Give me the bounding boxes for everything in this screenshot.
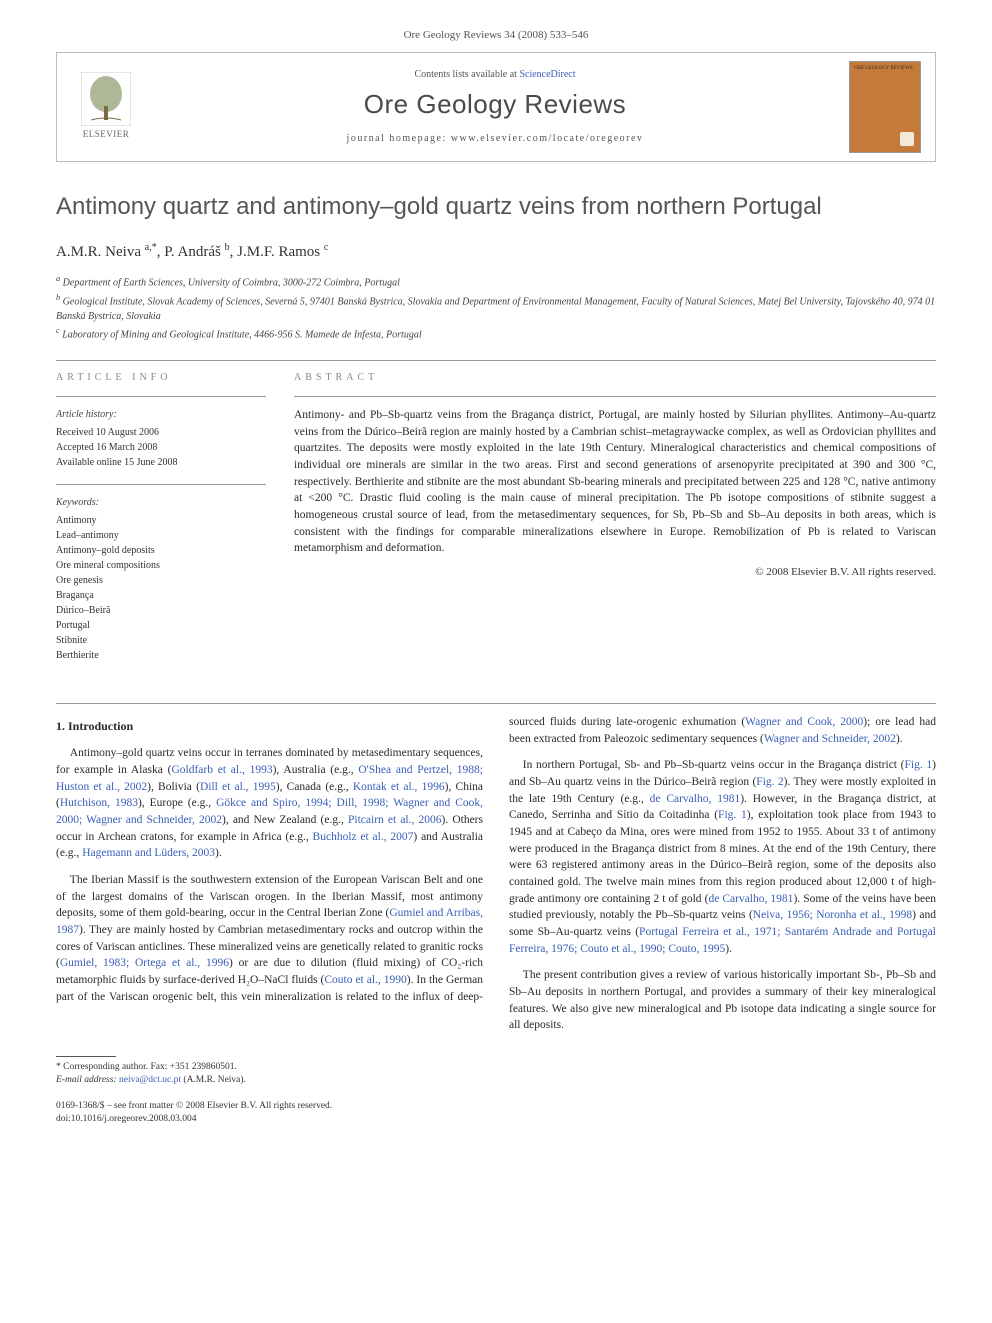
- body-paragraph: Antimony–gold quartz veins occur in terr…: [56, 745, 483, 862]
- email-attribution: (A.M.R. Neiva).: [183, 1075, 246, 1085]
- keyword: Stibnite: [56, 633, 266, 648]
- issn-copyright-line: 0169-1368/$ – see front matter © 2008 El…: [56, 1100, 936, 1113]
- citation-link[interactable]: de Carvalho, 1981: [708, 893, 793, 905]
- journal-masthead: ELSEVIER Contents lists available at Sci…: [56, 52, 936, 162]
- email-label: E-mail address:: [56, 1075, 117, 1085]
- citation-link[interactable]: Buchholz et al., 2007: [313, 831, 414, 843]
- citation-link[interactable]: Wagner and Schneider, 2002: [764, 733, 896, 745]
- elsevier-tree-icon: [81, 72, 131, 126]
- journal-cover-thumbnail: ORE GEOLOGY REVIEWS: [849, 61, 921, 153]
- citation-link[interactable]: Couto et al., 1990: [324, 974, 406, 986]
- contents-prefix: Contents lists available at: [414, 69, 519, 80]
- divider: [56, 484, 266, 485]
- footnote-rule: [56, 1056, 116, 1057]
- keywords-label: Keywords:: [56, 495, 266, 510]
- citation-link[interactable]: Gumiel, 1983; Ortega et al., 1996: [60, 957, 229, 969]
- history-label: Article history:: [56, 407, 266, 422]
- keyword: Dúrico–Beirã: [56, 603, 266, 618]
- history-line: Accepted 16 March 2008: [56, 440, 266, 455]
- author-list: A.M.R. Neiva a,*, P. Andráš b, J.M.F. Ra…: [56, 241, 936, 264]
- contents-available-line: Contents lists available at ScienceDirec…: [141, 68, 849, 83]
- citation-link[interactable]: Hagemann and Lüders, 2003: [82, 847, 215, 859]
- keyword: Antimony–gold deposits: [56, 543, 266, 558]
- keyword: Ore genesis: [56, 573, 266, 588]
- affiliations: a Department of Earth Sciences, Universi…: [56, 273, 936, 342]
- email-link[interactable]: neiva@dct.uc.pt: [119, 1075, 181, 1085]
- divider: [294, 396, 936, 397]
- keyword: Ore mineral compositions: [56, 558, 266, 573]
- figure-link[interactable]: Fig. 1: [718, 809, 747, 821]
- abstract-heading: ABSTRACT: [294, 371, 936, 386]
- divider: [56, 396, 266, 397]
- figure-link[interactable]: Fig. 2: [756, 776, 783, 788]
- abstract-column: ABSTRACT Antimony- and Pb–Sb-quartz vein…: [294, 371, 936, 677]
- body-paragraph: The present contribution gives a review …: [509, 967, 936, 1034]
- corresponding-author-line: * Corresponding author. Fax: +351 239860…: [56, 1061, 478, 1074]
- citation-link[interactable]: Dill et al., 1995: [200, 781, 276, 793]
- section-heading-introduction: 1. Introduction: [56, 718, 483, 735]
- journal-homepage: journal homepage: www.elsevier.com/locat…: [141, 132, 849, 147]
- history-line: Received 10 August 2006: [56, 425, 266, 440]
- citation-link[interactable]: Neiva, 1956; Noronha et al., 1998: [753, 909, 912, 921]
- article-title: Antimony quartz and antimony–gold quartz…: [56, 190, 936, 225]
- divider: [56, 360, 936, 361]
- citation-link[interactable]: de Carvalho, 1981: [650, 793, 741, 805]
- front-matter: 0169-1368/$ – see front matter © 2008 El…: [56, 1100, 936, 1127]
- citation-link[interactable]: Pitcairn et al., 2006: [348, 814, 442, 826]
- history-line: Available online 15 June 2008: [56, 455, 266, 470]
- keyword: Lead–antimony: [56, 528, 266, 543]
- citation-link[interactable]: Goldfarb et al., 1993: [171, 764, 272, 776]
- article-body: 1. Introduction Antimony–gold quartz vei…: [56, 714, 936, 1034]
- keyword: Portugal: [56, 618, 266, 633]
- running-header: Ore Geology Reviews 34 (2008) 533–546: [56, 28, 936, 44]
- article-info-heading: ARTICLE INFO: [56, 371, 266, 386]
- publisher-logo: ELSEVIER: [71, 72, 141, 141]
- keyword: Bragança: [56, 588, 266, 603]
- cover-thumbnail-title: ORE GEOLOGY REVIEWS: [854, 66, 916, 72]
- journal-title: Ore Geology Reviews: [141, 86, 849, 124]
- affiliation-line: c Laboratory of Mining and Geological In…: [56, 325, 936, 342]
- citation-link[interactable]: Hutchison, 1983: [60, 797, 138, 809]
- body-paragraph: In northern Portugal, Sb- and Pb–Sb-quar…: [509, 757, 936, 957]
- publisher-name: ELSEVIER: [83, 128, 130, 141]
- citation-link[interactable]: Kontak et al., 1996: [353, 781, 445, 793]
- doi-line: doi:10.1016/j.oregeorev.2008.03.004: [56, 1113, 936, 1126]
- corresponding-author-footnote: * Corresponding author. Fax: +351 239860…: [56, 1056, 478, 1088]
- sciencedirect-link[interactable]: ScienceDirect: [519, 69, 575, 80]
- affiliation-line: b Geological Institute, Slovak Academy o…: [56, 292, 936, 324]
- keyword: Antimony: [56, 513, 266, 528]
- citation-link[interactable]: Wagner and Cook, 2000: [745, 716, 863, 728]
- affiliation-line: a Department of Earth Sciences, Universi…: [56, 273, 936, 290]
- abstract-text: Antimony- and Pb–Sb-quartz veins from th…: [294, 407, 936, 557]
- article-info-column: ARTICLE INFO Article history: Received 1…: [56, 371, 266, 677]
- abstract-copyright: © 2008 Elsevier B.V. All rights reserved…: [294, 565, 936, 581]
- keyword: Berthierite: [56, 648, 266, 663]
- figure-link[interactable]: Fig. 1: [905, 759, 933, 771]
- divider: [56, 703, 936, 704]
